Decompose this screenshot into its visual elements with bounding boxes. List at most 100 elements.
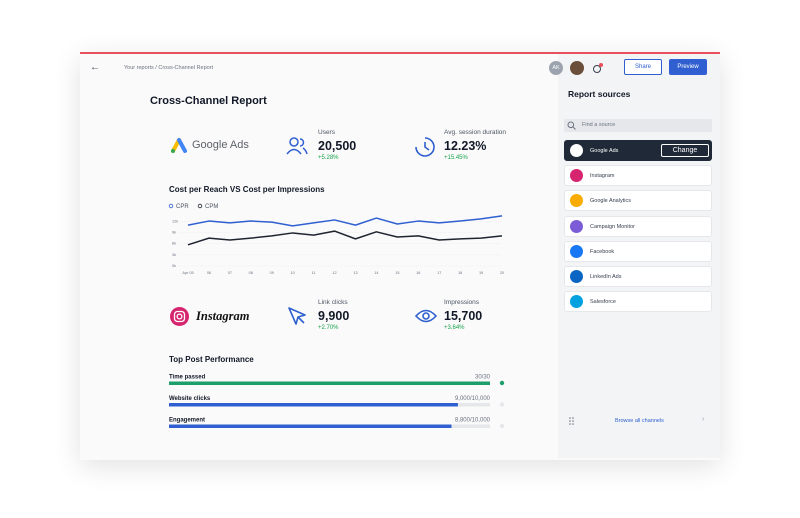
x-tick-label: 15 xyxy=(395,271,399,275)
source-item[interactable]: Google Ads Change xyxy=(564,140,712,161)
avatar-photo[interactable] xyxy=(570,61,584,75)
x-tick-label: 18 xyxy=(458,271,462,275)
source-item[interactable]: Google Analytics xyxy=(564,190,712,212)
source-icon xyxy=(570,169,583,183)
x-tick-label: 13 xyxy=(353,271,357,275)
source-icon xyxy=(570,244,583,258)
metric-value: 15,700 xyxy=(444,309,483,323)
avatar[interactable]: AK xyxy=(549,61,563,75)
source-name: Facebook xyxy=(590,248,615,255)
legend-label: CPR xyxy=(176,204,189,210)
x-tick-label: 11 xyxy=(312,271,316,275)
source-name: Instagram xyxy=(590,173,615,180)
google-ads-logo xyxy=(171,138,187,153)
row-value: 8,800/10,000 xyxy=(455,418,491,424)
row-value: 30/30 xyxy=(475,375,491,381)
progress-bar xyxy=(169,381,490,385)
metric-label: Avg. session duration xyxy=(444,129,507,136)
progress-bar xyxy=(169,424,452,428)
row-value: 9,000/10,000 xyxy=(455,396,491,402)
brand: Google Ads xyxy=(192,139,249,151)
row-label: Time passed xyxy=(169,375,206,381)
data-line xyxy=(187,215,503,227)
source-item[interactable]: LinkedIn Ads xyxy=(564,266,712,287)
metric-change: +5.28% xyxy=(318,155,339,161)
notifications[interactable] xyxy=(591,61,605,75)
x-tick-label: 08 xyxy=(249,271,253,275)
source-item[interactable]: Facebook xyxy=(564,240,712,262)
x-tick-label: 06 xyxy=(207,271,211,275)
source-icon xyxy=(570,295,583,309)
brand: Instagram xyxy=(196,309,250,323)
x-tick-label: 19 xyxy=(479,271,483,275)
x-tick-label: 09 xyxy=(270,271,274,275)
users-icon xyxy=(286,137,308,155)
source-icon xyxy=(570,194,583,208)
source-item[interactable]: Campaign Monitor xyxy=(564,215,712,237)
source-name: Google Analytics xyxy=(590,198,631,205)
eye-icon xyxy=(415,309,437,323)
x-tick-label: 10 xyxy=(291,271,295,275)
chevron: › xyxy=(702,416,705,423)
source-icon xyxy=(570,219,583,233)
status-dot xyxy=(499,380,505,386)
x-tick-label: 17 xyxy=(437,271,441,275)
share-button[interactable]: Share xyxy=(624,59,662,75)
change-button[interactable]: Change xyxy=(661,144,709,157)
legend-marker xyxy=(197,203,203,209)
back-arrow[interactable]: ← xyxy=(90,62,100,73)
metric-value: 12.23% xyxy=(444,139,487,153)
source-name: LinkedIn Ads xyxy=(590,274,622,280)
metric-value: 9,900 xyxy=(318,309,350,323)
source-name: Google Ads xyxy=(590,148,619,154)
x-tick-label: 20 xyxy=(500,271,504,275)
source-item[interactable]: Salesforce xyxy=(564,291,712,313)
y-tick-label: 0k xyxy=(172,264,176,268)
x-tick-label: 07 xyxy=(228,271,232,275)
metric-label: Link clicks xyxy=(318,299,348,306)
clock-icon xyxy=(415,137,435,157)
y-tick-label: 3k xyxy=(172,253,176,257)
metric-change: +2.70% xyxy=(318,325,339,331)
metric-change: +15.45% xyxy=(444,155,468,161)
panel-title: Report sources xyxy=(568,89,631,99)
grid-icon xyxy=(569,417,574,425)
metric-value: 20,500 xyxy=(318,139,357,153)
legend-marker xyxy=(168,203,174,209)
x-tick-label: 14 xyxy=(374,271,378,275)
chart-title: Cost per Reach VS Cost per Impressions xyxy=(169,185,325,194)
x-tick-label: Apr 05 xyxy=(182,271,193,275)
search-placeholder[interactable]: Find a source xyxy=(582,122,616,128)
metric-label: Users xyxy=(318,129,335,136)
source-icon xyxy=(570,270,583,283)
search-icon xyxy=(567,121,576,130)
progress-bar xyxy=(169,403,458,407)
y-tick-label: 6k xyxy=(172,242,176,246)
data-line xyxy=(187,230,503,246)
x-tick-label: 12 xyxy=(332,271,336,275)
report-title: Cross-Channel Report xyxy=(150,95,267,107)
cursor-icon xyxy=(288,307,306,325)
source-name: Campaign Monitor xyxy=(590,223,635,230)
y-tick-label: 12k xyxy=(172,219,178,223)
preview-button[interactable]: Preview xyxy=(669,59,707,75)
y-tick-label: 9k xyxy=(172,231,176,235)
metric-change: +3.64% xyxy=(444,325,465,331)
source-name: Salesforce xyxy=(590,299,616,306)
row-label: Website clicks xyxy=(169,396,211,402)
browse-link[interactable]: Browse all channels xyxy=(615,418,664,424)
instagram-logo xyxy=(170,307,189,326)
search-box[interactable] xyxy=(564,119,712,132)
metric-label: Impressions xyxy=(444,299,480,306)
status-dot xyxy=(499,402,505,407)
breadcrumb[interactable]: Your reports / Cross-Channel Report xyxy=(124,65,214,71)
status-dot xyxy=(499,423,505,429)
source-item[interactable]: Instagram xyxy=(564,165,712,187)
row-label: Engagement xyxy=(169,418,205,424)
x-tick-label: 16 xyxy=(416,271,420,275)
section-title: Top Post Performance xyxy=(169,355,254,364)
source-icon xyxy=(570,144,583,157)
legend-label: CPM xyxy=(205,204,218,210)
